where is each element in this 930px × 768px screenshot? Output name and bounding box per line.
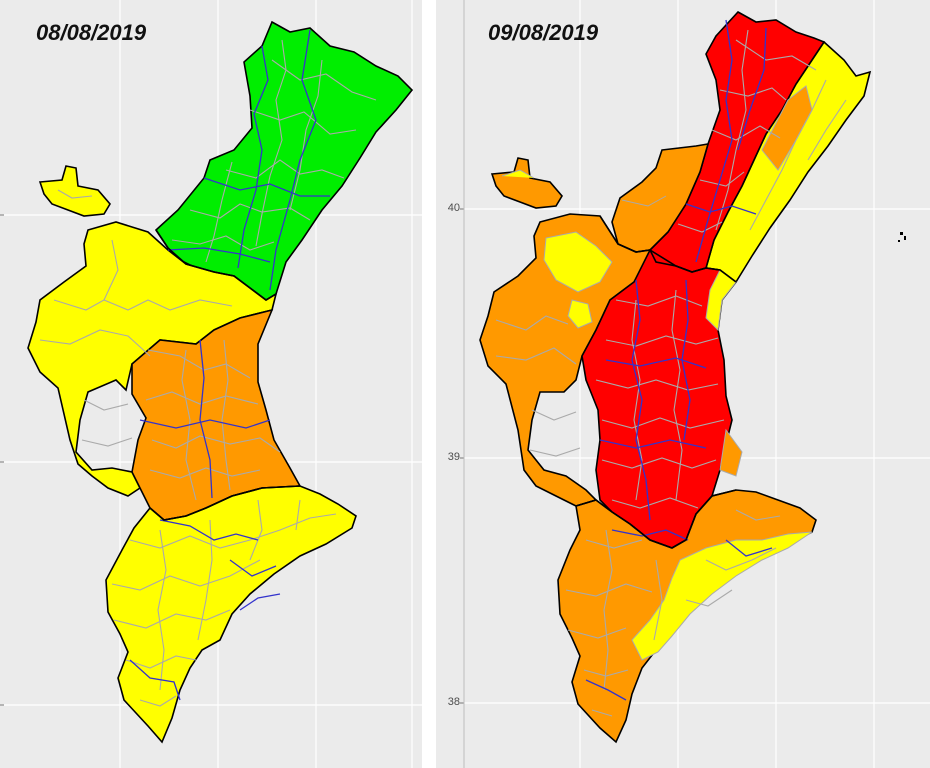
province-borders: [575, 215, 737, 549]
district-borders: [585, 19, 773, 701]
date-title-right: 09/08/2019: [488, 20, 599, 45]
islands: [898, 232, 906, 242]
district-borders: [129, 29, 330, 701]
map-left: [0, 0, 422, 768]
region-castellon: [154, 20, 414, 301]
region-alicante-yellow: [631, 531, 813, 661]
date-title-left: 08/08/2019: [36, 20, 147, 45]
region-ademuz: [38, 165, 111, 217]
lat-label-38: 38: [447, 696, 460, 708]
province-borders: [149, 229, 301, 521]
municipal-borders: [39, 39, 377, 707]
map-panel-left: 08/08/2019: [0, 0, 422, 768]
region-ademuz: [490, 157, 563, 209]
lat-label-40: 40: [447, 202, 460, 214]
region-alicante: [105, 485, 357, 744]
lat-label-39: 39: [447, 451, 460, 463]
lat-ticks: [460, 208, 464, 704]
map-panel-right: 09/08/2019 40 39 38: [436, 0, 930, 768]
panel-divider: [422, 0, 436, 768]
map-right: [460, 0, 930, 768]
lat-ticks: [0, 214, 4, 706]
municipal-borders: [495, 29, 847, 717]
